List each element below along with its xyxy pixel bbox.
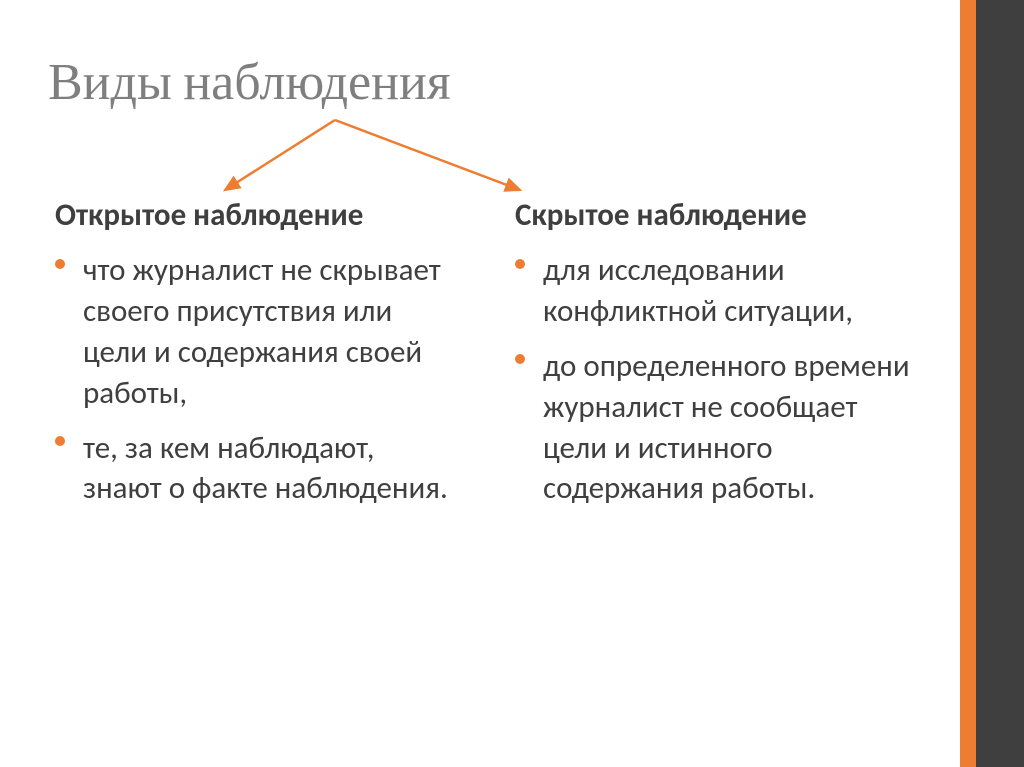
list-item: до определенного времени журналист не со… [515, 346, 915, 510]
bullet-icon [55, 259, 65, 269]
list-item: те, за кем наблюдают, знают о факте набл… [55, 428, 455, 510]
column-right: Скрытое наблюдение для исследовании конф… [515, 195, 915, 523]
column-left: Открытое наблюдение что журналист не скр… [55, 195, 455, 523]
bullet-icon [515, 354, 525, 364]
list-item: что журналист не скрывает своего присутс… [55, 250, 455, 414]
arrow-right-line [335, 120, 520, 190]
bullet-icon [515, 259, 525, 269]
arrow-left-line [225, 120, 335, 190]
column-left-list: что журналист не скрывает своего присутс… [55, 250, 455, 509]
list-item-text: что журналист не скрывает своего присутс… [83, 251, 441, 412]
column-right-list: для исследовании конфликтной ситуации, до… [515, 250, 915, 509]
column-right-header: Скрытое наблюдение [515, 195, 915, 236]
column-left-header: Открытое наблюдение [55, 195, 455, 236]
bullet-icon [55, 436, 65, 446]
list-item: для исследовании конфликтной ситуации, [515, 250, 915, 332]
list-item-text: до определенного времени журналист не со… [543, 347, 910, 508]
list-item-text: для исследовании конфликтной ситуации, [543, 251, 853, 330]
slide: Виды наблюдения Открытое наблюдение что … [0, 0, 1024, 767]
list-item-text: те, за кем наблюдают, знают о факте набл… [83, 429, 448, 508]
